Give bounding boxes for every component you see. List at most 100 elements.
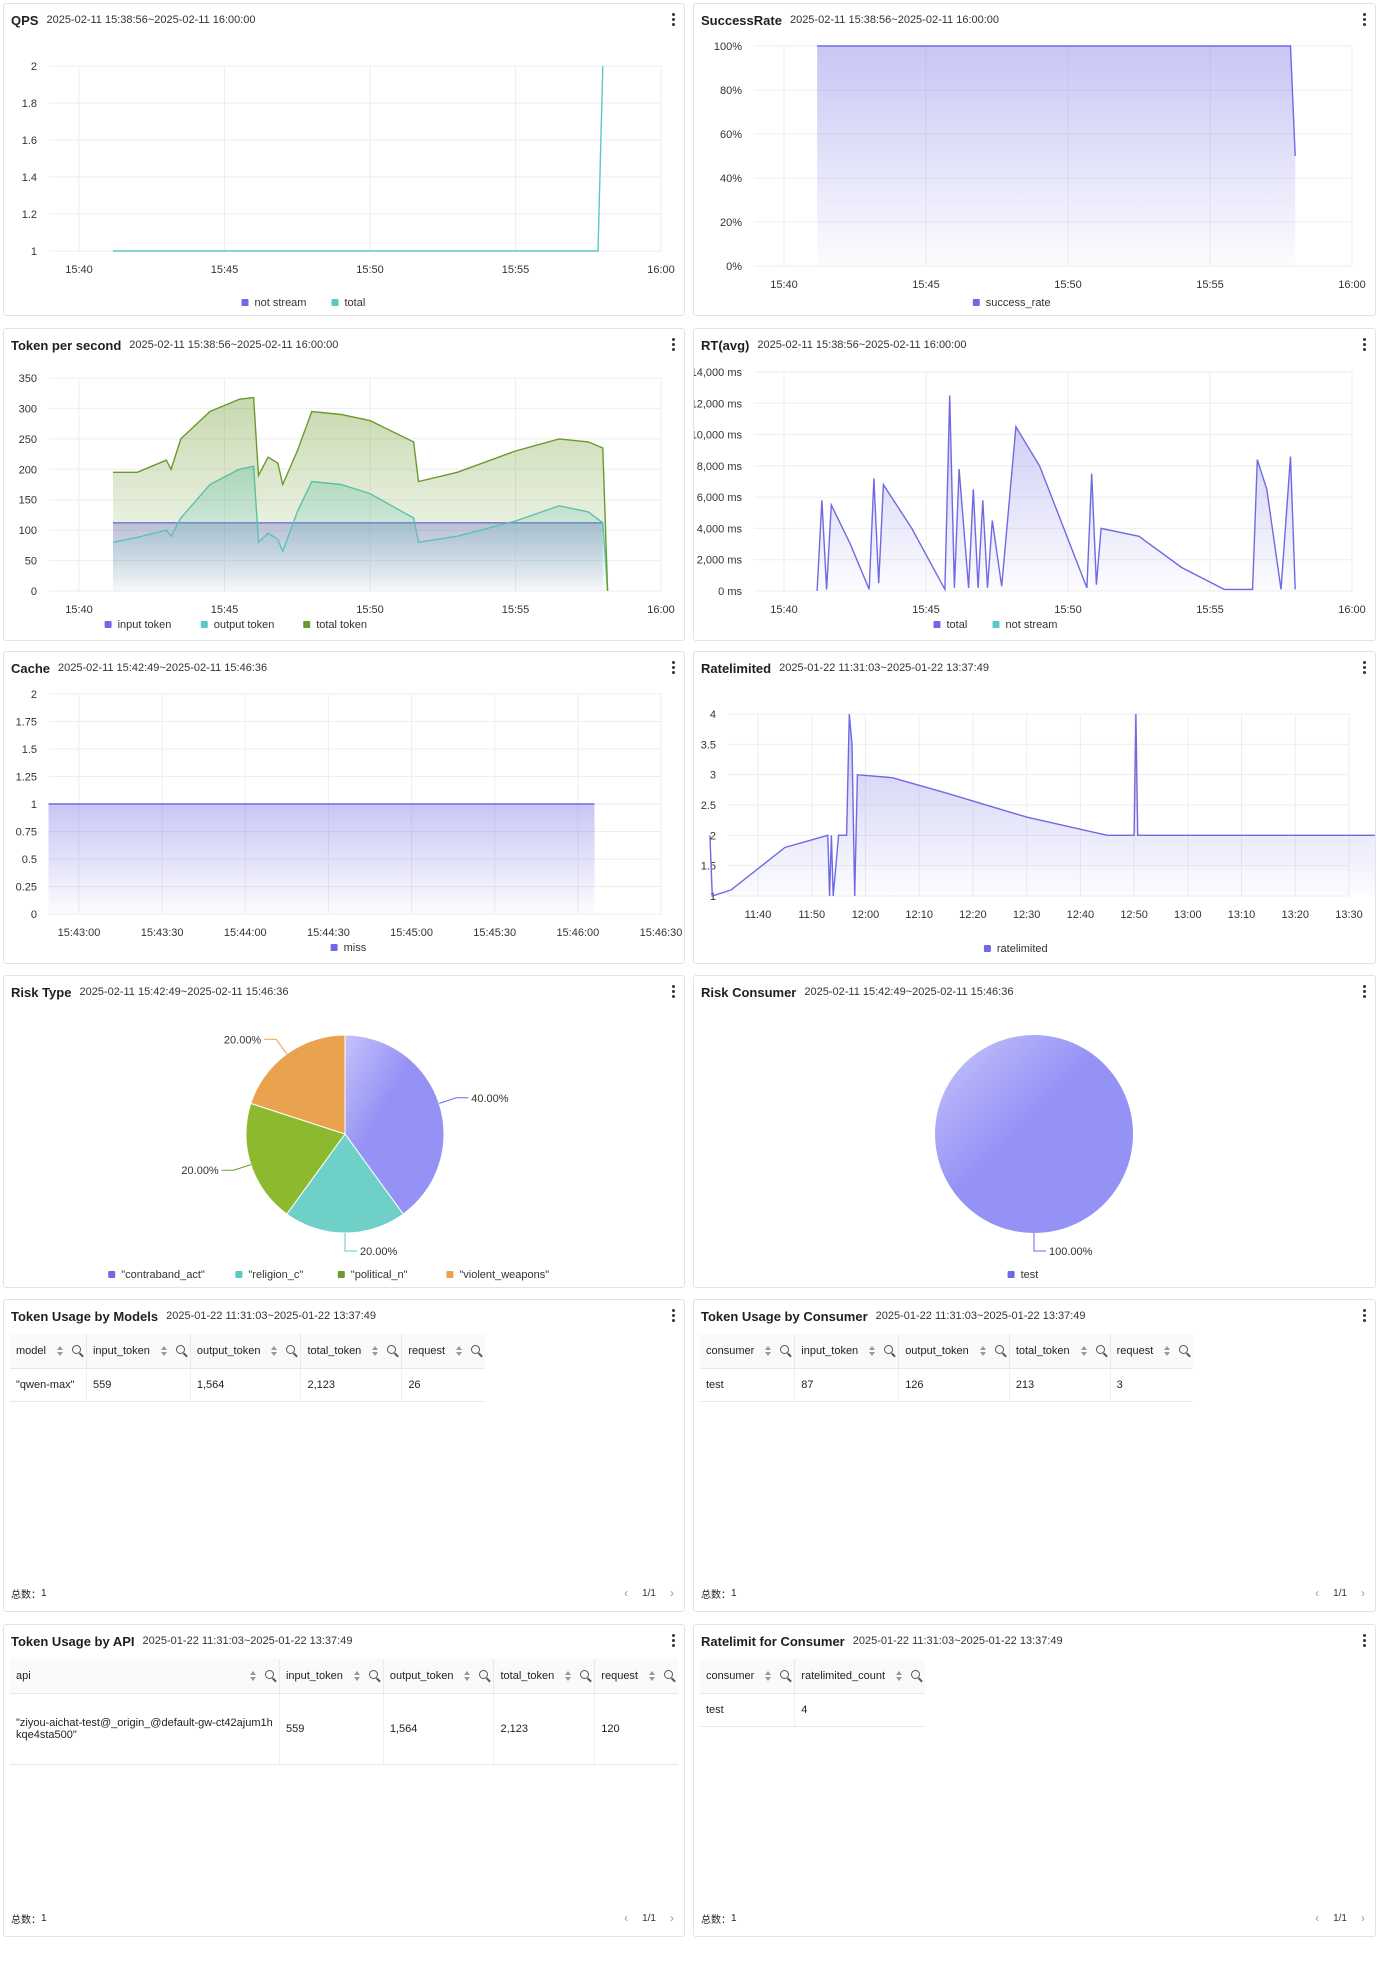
column-header-ratelimited_count[interactable]: ratelimited_count xyxy=(794,1659,926,1694)
sort-icon[interactable] xyxy=(565,1671,572,1681)
more-vertical-icon[interactable] xyxy=(1363,1309,1367,1323)
search-icon[interactable] xyxy=(71,1345,81,1354)
more-vertical-icon[interactable] xyxy=(1363,1634,1367,1648)
search-icon[interactable] xyxy=(994,1345,1004,1354)
more-vertical-icon[interactable] xyxy=(1363,338,1367,352)
search-icon[interactable] xyxy=(780,1670,790,1679)
more-vertical-icon[interactable] xyxy=(1363,985,1367,999)
search-icon[interactable] xyxy=(1095,1345,1105,1354)
chevron-right-icon[interactable]: › xyxy=(1361,1586,1365,1600)
sort-icon[interactable] xyxy=(353,1671,361,1681)
chevron-left-icon[interactable]: ‹ xyxy=(1315,1911,1320,1925)
more-vertical-icon[interactable] xyxy=(672,1309,676,1323)
search-icon[interactable] xyxy=(471,1345,481,1354)
legend-swatch xyxy=(331,299,339,306)
more-vertical-icon[interactable] xyxy=(672,13,676,27)
y-tick-label: 50 xyxy=(25,556,37,568)
column-header-total_token[interactable]: total_token xyxy=(493,1659,596,1694)
x-tick-label: 12:50 xyxy=(1120,909,1148,921)
column-header-label: output_token xyxy=(905,1345,969,1357)
search-icon[interactable] xyxy=(286,1345,296,1354)
y-tick-label: 100 xyxy=(19,525,37,537)
search-icon[interactable] xyxy=(664,1670,673,1679)
column-header-total_token[interactable]: total_token xyxy=(1009,1334,1111,1369)
more-vertical-icon[interactable] xyxy=(672,1634,676,1648)
search-icon[interactable] xyxy=(368,1670,378,1679)
more-vertical-icon[interactable] xyxy=(672,338,676,352)
sort-icon[interactable] xyxy=(896,1671,903,1681)
chevron-right-icon[interactable]: › xyxy=(670,1911,674,1925)
sort-icon[interactable] xyxy=(869,1346,876,1356)
more-vertical-icon[interactable] xyxy=(672,661,676,675)
column-header-model[interactable]: model xyxy=(10,1334,87,1369)
sort-icon[interactable] xyxy=(56,1346,64,1356)
x-tick-label: 13:20 xyxy=(1282,909,1310,921)
x-tick-label: 16:00 xyxy=(647,264,675,276)
column-header-request[interactable]: request xyxy=(1110,1334,1194,1369)
time-range: 2025-01-22 11:31:03~2025-01-22 13:37:49 xyxy=(142,1635,353,1647)
column-header-api[interactable]: api xyxy=(10,1659,280,1694)
column-header-output_token[interactable]: output_token xyxy=(190,1334,302,1369)
sort-icon[interactable] xyxy=(372,1346,379,1356)
column-header-output_token[interactable]: output_token xyxy=(898,1334,1010,1369)
table-cell: 26 xyxy=(401,1368,486,1402)
more-vertical-icon[interactable] xyxy=(1363,13,1367,27)
column-header-consumer[interactable]: consumer xyxy=(700,1659,796,1694)
search-icon[interactable] xyxy=(479,1670,489,1679)
total-label: 总数： xyxy=(701,1589,731,1601)
series-line-total-token xyxy=(113,396,609,592)
total-label: 总数： xyxy=(11,1589,41,1601)
column-header-label: output_token xyxy=(196,1345,261,1357)
chevron-right-icon[interactable]: › xyxy=(1361,1911,1365,1925)
panel-title: QPS xyxy=(11,12,39,28)
table-cell: 4 xyxy=(794,1693,926,1727)
y-tick-label: 20% xyxy=(720,217,742,229)
risk-type-panel: Risk Type 2025-02-11 15:42:49~2025-02-11 … xyxy=(3,975,685,1288)
sort-icon[interactable] xyxy=(979,1346,987,1356)
x-tick-label: 15:55 xyxy=(1196,604,1224,616)
x-tick-label: 15:55 xyxy=(1196,279,1224,291)
search-icon[interactable] xyxy=(264,1670,274,1679)
search-icon[interactable] xyxy=(780,1345,790,1354)
column-header-request[interactable]: request xyxy=(594,1659,678,1694)
x-tick-label: 15:43:00 xyxy=(58,927,101,939)
legend-label: total xyxy=(947,619,968,631)
search-icon[interactable] xyxy=(580,1670,590,1679)
chevron-left-icon[interactable]: ‹ xyxy=(624,1586,629,1600)
sort-icon[interactable] xyxy=(464,1671,471,1681)
column-header-total_token[interactable]: total_token xyxy=(300,1334,403,1369)
series-line-total xyxy=(816,395,1296,593)
column-header-label: total_token xyxy=(1015,1345,1070,1357)
chevron-right-icon[interactable]: › xyxy=(670,1586,674,1600)
column-header-output_token[interactable]: output_token xyxy=(383,1659,495,1694)
sort-icon[interactable] xyxy=(649,1671,656,1681)
sort-icon[interactable] xyxy=(456,1346,463,1356)
x-tick-label: 11:40 xyxy=(745,909,772,921)
sort-icon[interactable] xyxy=(160,1346,168,1356)
sort-icon[interactable] xyxy=(249,1671,257,1681)
column-header-input_token[interactable]: input_token xyxy=(86,1334,191,1369)
column-header-label: total_token xyxy=(307,1345,362,1357)
search-icon[interactable] xyxy=(175,1345,185,1354)
sort-icon[interactable] xyxy=(1164,1346,1171,1356)
search-icon[interactable] xyxy=(387,1345,397,1354)
column-header-input_token[interactable]: input_token xyxy=(279,1659,384,1694)
chevron-left-icon[interactable]: ‹ xyxy=(1315,1586,1320,1600)
search-icon[interactable] xyxy=(911,1670,921,1679)
sort-icon[interactable] xyxy=(765,1346,772,1356)
chevron-left-icon[interactable]: ‹ xyxy=(624,1911,629,1925)
search-icon[interactable] xyxy=(884,1345,894,1354)
column-header-request[interactable]: request xyxy=(401,1334,486,1369)
rt-avg-panel: RT(avg) 2025-02-11 15:38:56~2025-02-11 16… xyxy=(693,328,1376,641)
more-vertical-icon[interactable] xyxy=(1363,661,1367,675)
search-icon[interactable] xyxy=(1179,1345,1189,1354)
sort-icon[interactable] xyxy=(271,1346,278,1356)
column-header-input_token[interactable]: input_token xyxy=(794,1334,900,1369)
column-header-consumer[interactable]: consumer xyxy=(700,1334,796,1369)
y-tick-label: 1.5 xyxy=(701,861,716,873)
sort-icon[interactable] xyxy=(765,1671,772,1681)
sort-icon[interactable] xyxy=(1080,1346,1088,1356)
table-header-row: api input_token output_token total_token req… xyxy=(10,1659,678,1694)
more-vertical-icon[interactable] xyxy=(672,985,676,999)
y-tick-label: 3.5 xyxy=(701,739,716,751)
